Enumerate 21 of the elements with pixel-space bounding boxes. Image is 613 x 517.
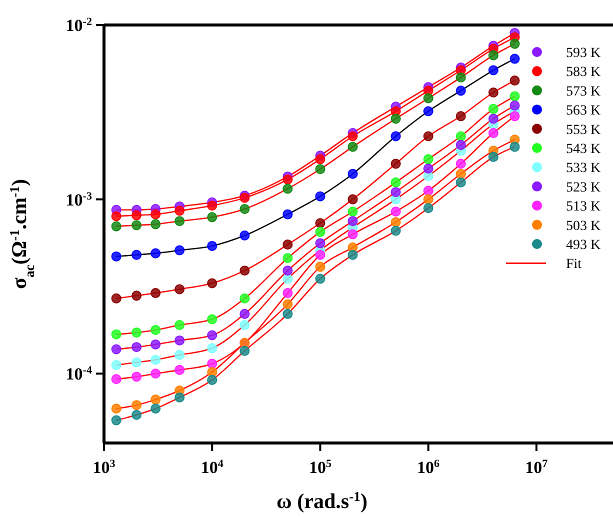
- legend-label: 583 K: [566, 65, 601, 80]
- y-tick-label: 10$^{-3}$: [66, 190, 92, 210]
- legend-label: Fit: [566, 257, 582, 272]
- legend-label: 573 K: [566, 84, 601, 100]
- legend-label: 493 K: [566, 238, 601, 253]
- y-tick-label: 10$^{-2}$: [66, 16, 92, 35]
- x-tick-label: 10$^{4}$: [200, 458, 224, 477]
- x-tick-label: 10$^{3}$: [92, 458, 116, 477]
- legend-label: 553 K: [566, 122, 601, 138]
- legend-label: 533 K: [566, 161, 601, 176]
- x-axis-title: ω (rad.s$^{-1}$): [276, 488, 368, 513]
- legend-label: 563 K: [566, 104, 601, 119]
- legend-label: 523 K: [566, 180, 601, 196]
- x-tick-label: 10$^{5}$: [308, 458, 332, 477]
- x-tick-label: 10$^{7}$: [525, 458, 548, 477]
- x-tick-label: 10$^{6}$: [417, 458, 440, 477]
- legend-label: 503 K: [566, 218, 601, 234]
- legend-label: 593 K: [566, 46, 601, 61]
- legend-label: 513 K: [566, 200, 601, 215]
- y-tick-label: 10$^{-4}$: [66, 364, 92, 384]
- legend-label: 543 K: [566, 142, 601, 157]
